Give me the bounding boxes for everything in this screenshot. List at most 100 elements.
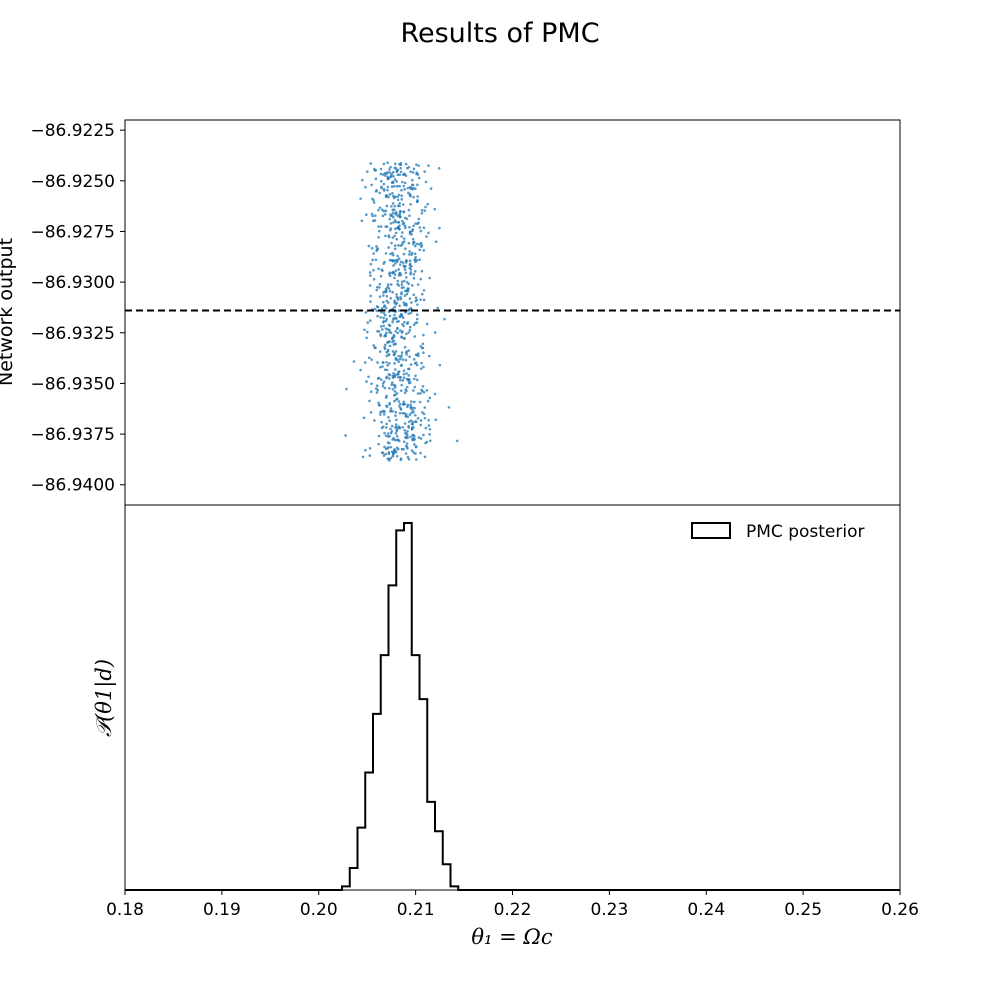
scatter-point [411,171,415,174]
scatter-point [400,292,403,296]
scatter-point [412,224,415,228]
scatter-point [417,164,420,167]
scatter-point [403,268,407,271]
scatter-point [404,259,408,262]
y-tick-label: −86.9225 [30,121,115,141]
scatter-point [424,426,428,430]
scatter-point [408,355,411,359]
scatter-point [371,258,374,262]
scatter-point [403,429,407,432]
scatter-point [402,400,406,404]
scatter-point [384,252,388,255]
scatter-point [390,205,393,208]
scatter-point [369,274,372,277]
histogram-step [125,522,900,891]
scatter-point [406,455,410,459]
scatter-point [406,403,410,407]
scatter-point [374,346,377,350]
scatter-point [412,272,416,276]
scatter-point [362,416,366,420]
scatter-point [377,225,380,228]
scatter-point [385,368,389,372]
scatter-point [391,253,395,257]
x-axis-ticks: 0.18 0.19 0.20 0.21 0.22 0.23 0.24 0.25 0.26 [106,890,919,920]
scatter-point [385,405,389,409]
scatter-point [420,209,424,212]
scatter-point [387,246,390,249]
scatter-point [419,367,423,370]
scatter-point [388,330,391,334]
scatter-point [407,425,410,428]
scatter-point [403,265,406,269]
scatter-point [398,402,402,406]
scatter-point [389,409,393,412]
scatter-point [383,305,386,308]
scatter-point [425,440,429,444]
scatter-point [395,295,399,299]
scatter-point [376,247,380,250]
scatter-point [359,197,362,200]
scatter-point [391,180,395,184]
histogram-bar [358,828,366,890]
scatter-point [396,331,400,335]
scatter-point [407,208,411,212]
scatter-point [395,320,399,324]
scatter-point [415,317,419,321]
scatter-point [384,287,388,291]
scatter-point [405,302,408,306]
scatter-point [382,294,385,297]
scatter-point [391,192,394,195]
legend-swatch [691,522,731,539]
scatter-point [422,412,426,416]
scatter-point [400,336,404,339]
scatter-point [380,179,383,183]
scatter-point [393,390,397,393]
scatter-point [391,208,395,212]
scatter-point [381,384,385,388]
scatter-point [418,248,422,252]
y-axis-label: Network output [0,238,17,386]
scatter-point [410,233,413,236]
scatter-point [407,308,411,311]
scatter-point [404,261,408,264]
scatter-point [393,162,397,166]
scatter-point [375,249,378,252]
scatter-point [375,285,379,289]
scatter-point [417,243,421,246]
scatter-point [370,358,373,361]
histogram-bar [396,530,404,890]
scatter-point [396,214,400,218]
histogram-bar [373,714,381,890]
scatter-point [368,399,371,403]
scatter-point [379,413,382,416]
scatter-point [414,361,418,365]
scatter-point [394,368,397,371]
scatter-point [437,166,441,170]
scatter-point [395,180,398,183]
scatter-point [382,316,385,320]
scatter-point [388,289,392,293]
scatter-point [393,247,397,251]
scatter-point [399,458,403,462]
scatter-point [387,452,391,456]
scatter-point [409,407,413,410]
scatter-point [393,399,396,403]
scatter-point [393,178,397,181]
scatter-point [415,172,418,176]
scatter-point [397,274,401,277]
scatter-point [388,419,391,423]
scatter-point [388,401,391,405]
scatter-point [377,376,381,380]
scatter-point [385,361,388,364]
x-tick-label: 0.25 [784,900,822,920]
scatter-point [370,382,373,386]
scatter-point [385,204,389,208]
scatter-point [393,184,396,188]
scatter-point [428,427,432,431]
scatter-point [401,222,405,226]
scatter-point [383,445,386,449]
scatter-point [369,390,373,393]
scatter-point [388,168,391,171]
scatter-point [373,219,377,222]
scatter-point [391,454,395,458]
